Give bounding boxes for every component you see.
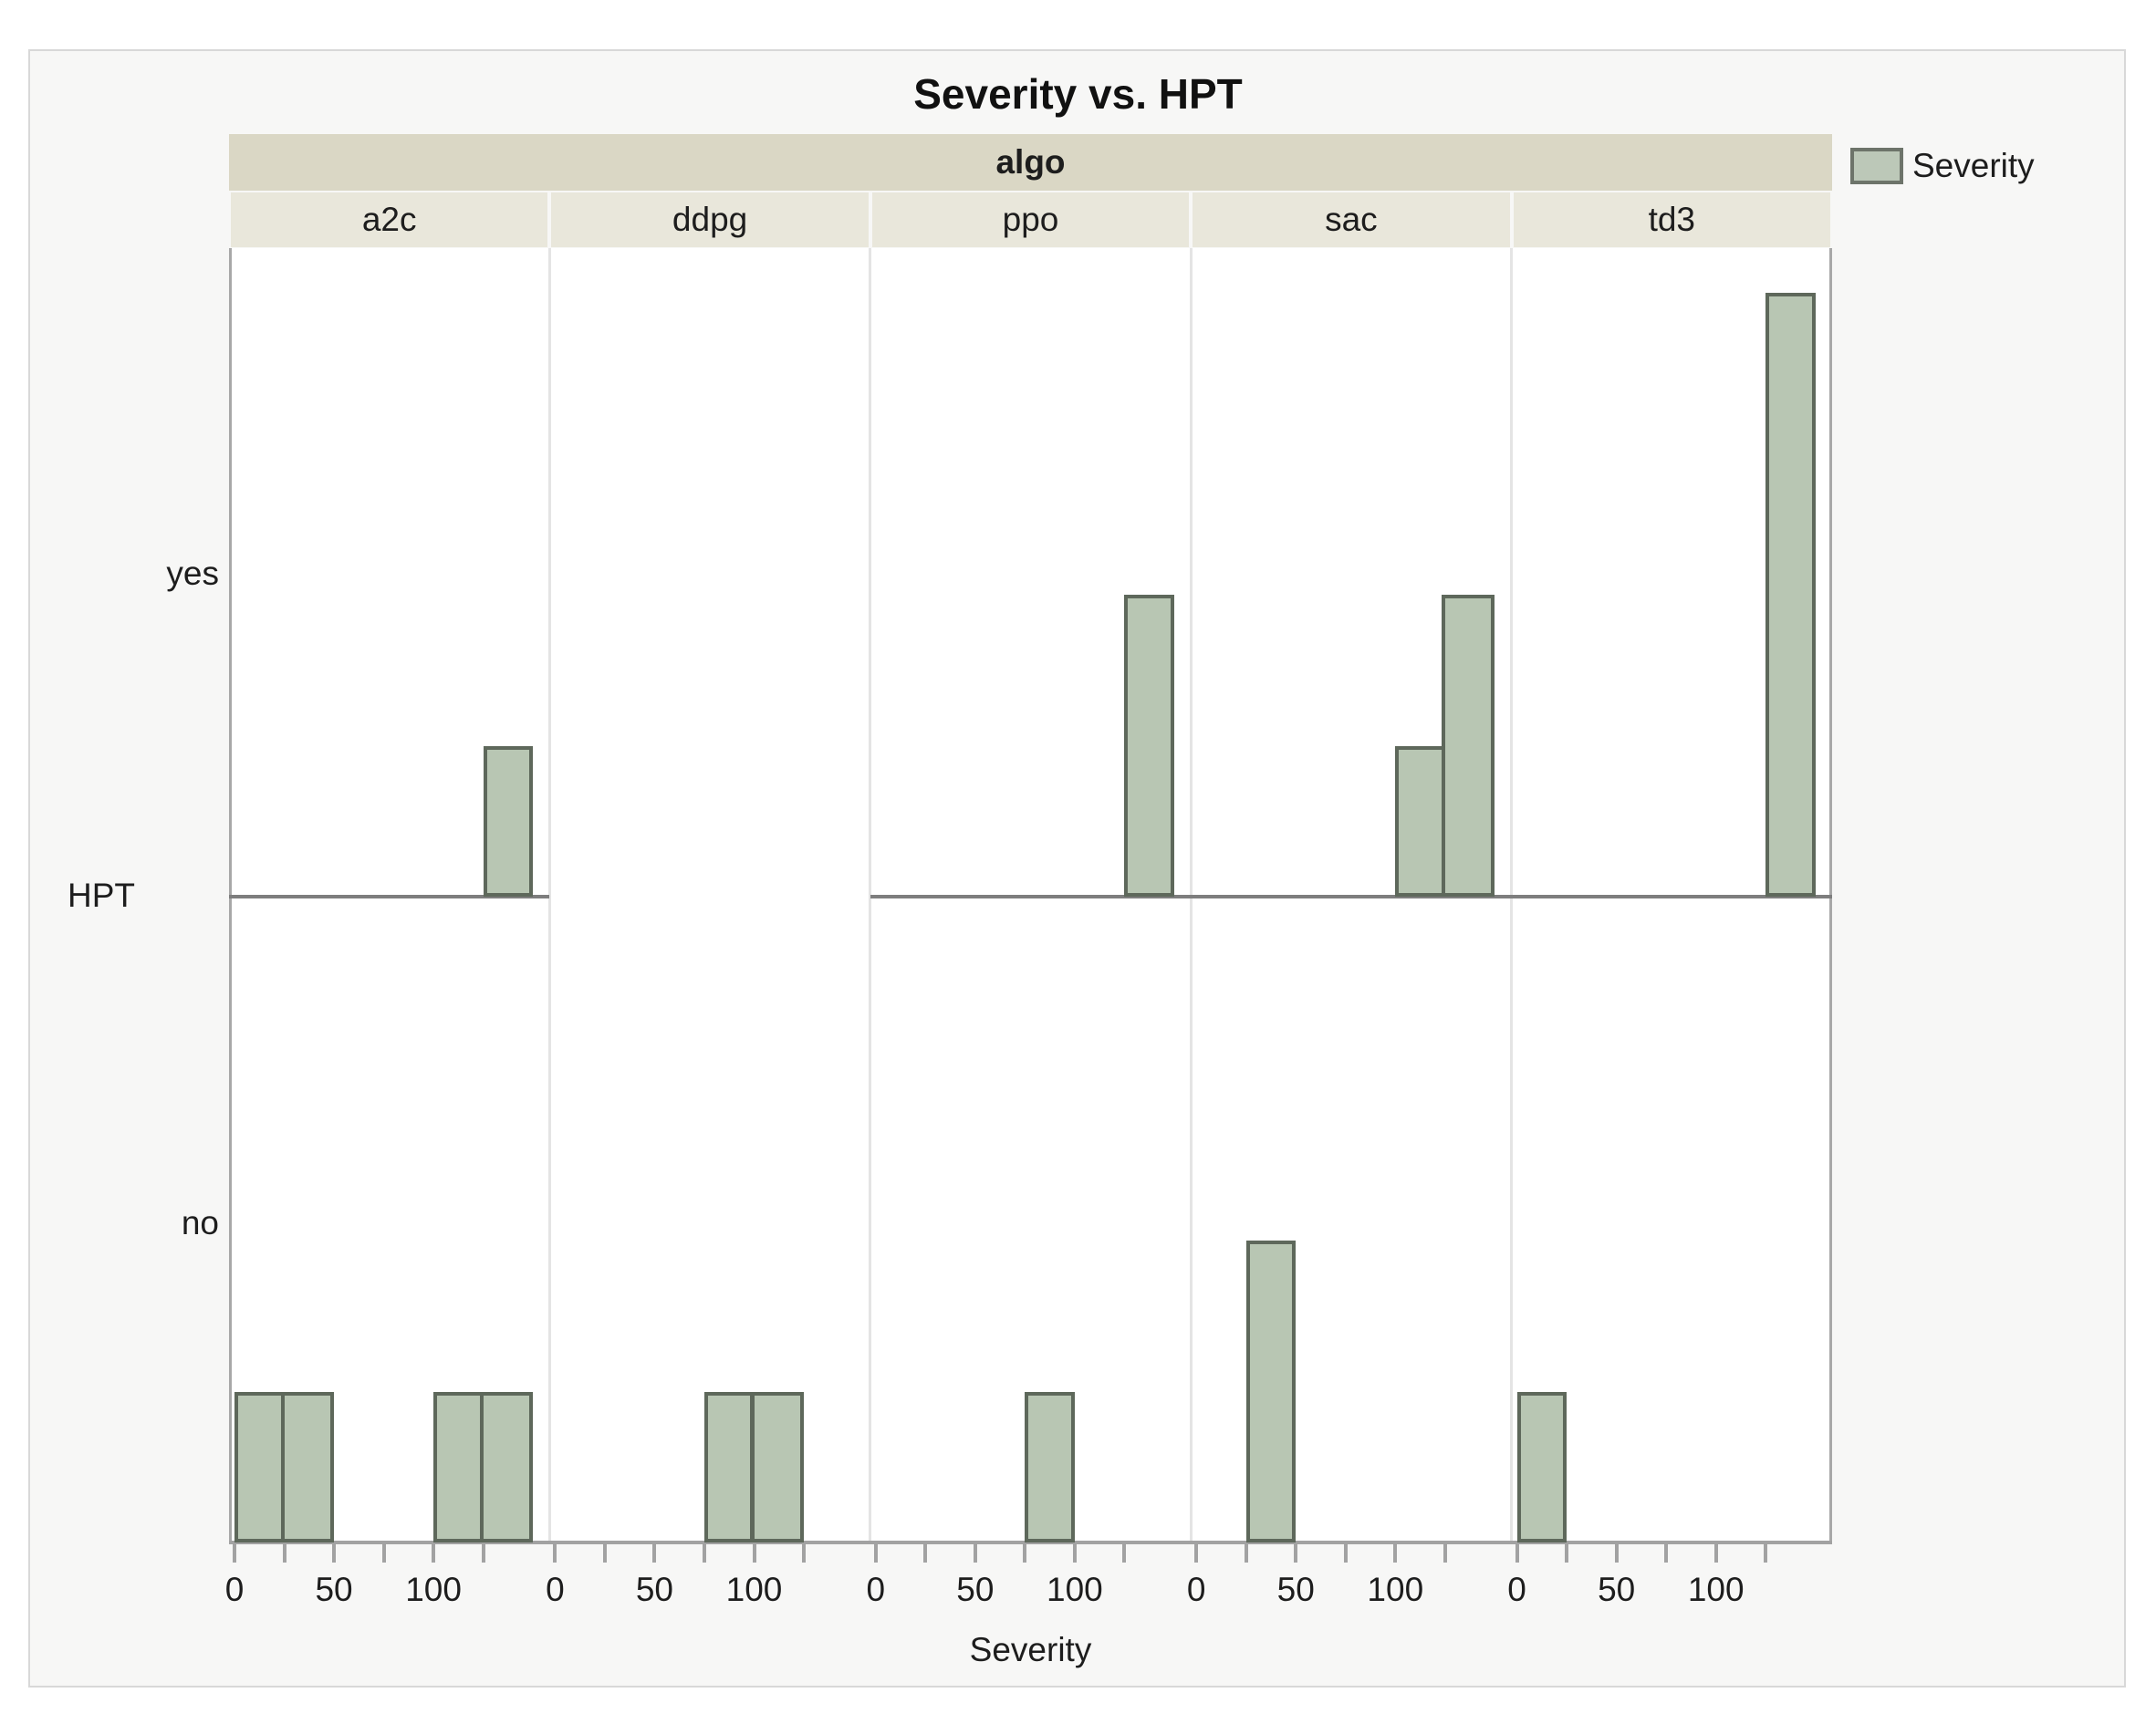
x-tick xyxy=(1664,1544,1669,1563)
x-tick xyxy=(1294,1544,1298,1563)
x-tick-label: 100 xyxy=(1367,1571,1424,1608)
row-label-no: no xyxy=(181,1204,219,1241)
chart-title: Severity vs. HPT xyxy=(913,70,1243,118)
x-tick xyxy=(602,1544,607,1563)
x-tick-label: 50 xyxy=(635,1571,674,1608)
x-tick-label: 50 xyxy=(956,1571,995,1608)
histogram-bar-sac-no-25 xyxy=(1245,1241,1297,1542)
x-tick-label: 100 xyxy=(1047,1571,1103,1608)
x-tick xyxy=(332,1544,337,1563)
histogram-bar-a2c-no-25 xyxy=(280,1391,335,1542)
histogram-bar-ddpg-no-75 xyxy=(703,1391,755,1542)
x-tick-label: 100 xyxy=(405,1571,462,1608)
row-baseline-sac xyxy=(1191,895,1512,898)
x-tick xyxy=(1343,1544,1348,1563)
x-axis-title: Severity xyxy=(969,1631,1092,1668)
x-tick-label: 50 xyxy=(1598,1571,1636,1608)
x-tick-label: 0 xyxy=(224,1571,245,1608)
x-tick xyxy=(1194,1544,1199,1563)
histogram-bar-ppo-yes-125 xyxy=(1124,595,1174,897)
histogram-bar-td3-yes-125 xyxy=(1765,293,1816,897)
x-tick xyxy=(1565,1544,1569,1563)
histogram-bar-sac-yes-125 xyxy=(1441,595,1495,897)
panel-divider xyxy=(547,248,551,1544)
x-tick xyxy=(1122,1544,1127,1563)
facet-column-header-sac: sac xyxy=(1193,192,1510,247)
x-tick xyxy=(973,1544,977,1563)
x-tick xyxy=(1023,1544,1027,1563)
x-tick xyxy=(1393,1544,1398,1563)
row-baseline-a2c xyxy=(229,895,550,898)
x-tick xyxy=(1244,1544,1248,1563)
facet-column-header-ddpg: ddpg xyxy=(551,192,869,247)
x-tick xyxy=(1764,1544,1768,1563)
histogram-bar-td3-no-0 xyxy=(1516,1391,1568,1542)
histogram-bar-sac-yes-100 xyxy=(1395,745,1445,897)
x-axis-line xyxy=(229,1541,1832,1544)
facet-column-header-ppo: ppo xyxy=(871,192,1190,247)
x-tick xyxy=(802,1544,807,1563)
x-tick xyxy=(752,1544,756,1563)
row-baseline-td3 xyxy=(1511,895,1832,898)
x-tick-label: 0 xyxy=(1186,1571,1206,1608)
x-tick-label: 100 xyxy=(725,1571,783,1608)
x-tick xyxy=(702,1544,706,1563)
histogram-bar-a2c-no-0 xyxy=(234,1391,285,1542)
x-tick xyxy=(1515,1544,1519,1563)
histogram-bar-ddpg-no-100 xyxy=(750,1391,805,1542)
x-tick xyxy=(381,1544,386,1563)
x-tick-label: 0 xyxy=(1507,1571,1526,1608)
facet-group-header: algo xyxy=(229,134,1832,191)
x-tick xyxy=(481,1544,485,1563)
x-tick-label: 100 xyxy=(1687,1571,1745,1608)
row-baseline-ppo xyxy=(870,895,1192,898)
x-tick xyxy=(1072,1544,1077,1563)
histogram-bar-a2c-yes-125 xyxy=(483,745,534,897)
legend-label: Severity xyxy=(1912,147,2035,184)
x-tick xyxy=(282,1544,286,1563)
row-label-yes: yes xyxy=(166,555,219,592)
histogram-bar-a2c-no-125 xyxy=(479,1391,534,1542)
x-tick-label: 0 xyxy=(866,1571,886,1608)
row-axis-title: HPT xyxy=(68,877,135,914)
x-tick xyxy=(1443,1544,1447,1563)
x-tick xyxy=(1713,1544,1718,1563)
x-tick xyxy=(873,1544,878,1563)
facet-column-header-a2c: a2c xyxy=(231,192,548,247)
x-tick-label: 50 xyxy=(315,1571,353,1608)
x-tick xyxy=(1614,1544,1619,1563)
x-tick-label: 50 xyxy=(1276,1571,1315,1608)
x-tick xyxy=(923,1544,928,1563)
histogram-bar-ppo-no-75 xyxy=(1025,1391,1075,1542)
x-tick xyxy=(233,1544,236,1563)
x-tick xyxy=(432,1544,436,1563)
facet-column-header-td3: td3 xyxy=(1513,192,1830,247)
x-tick xyxy=(553,1544,557,1563)
x-tick-label: 0 xyxy=(546,1571,565,1608)
histogram-bar-a2c-no-100 xyxy=(433,1391,484,1542)
legend-swatch-icon xyxy=(1850,148,1903,184)
x-tick xyxy=(652,1544,657,1563)
